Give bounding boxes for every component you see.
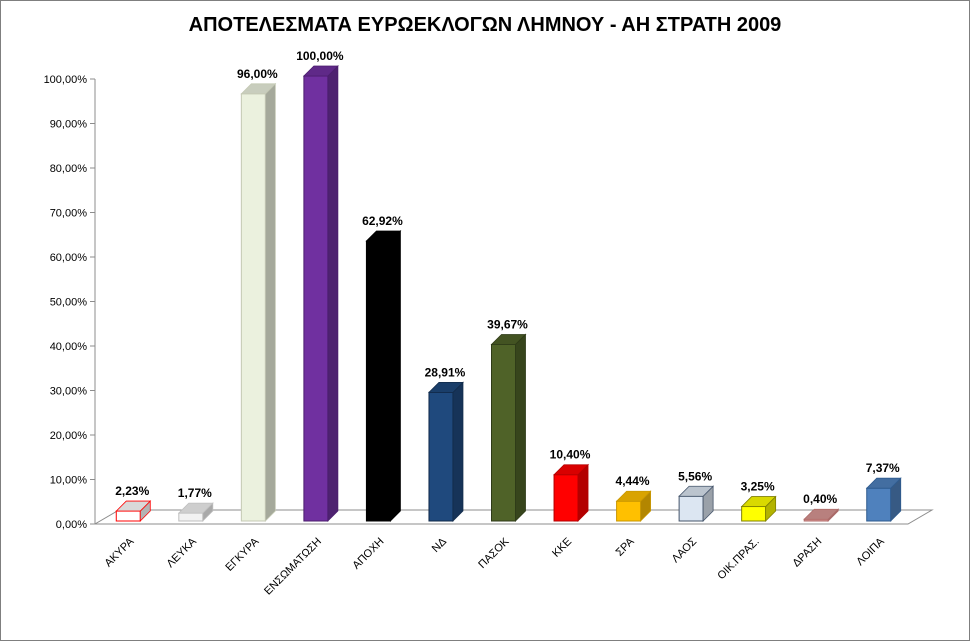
bar-side — [264, 82, 276, 522]
y-tick-label: 90,00% — [50, 119, 88, 131]
bar-side — [452, 381, 464, 522]
bar-top — [740, 496, 777, 507]
bar-top — [615, 490, 652, 502]
y-tick-label: 0,00% — [56, 519, 87, 531]
bar-front — [491, 343, 516, 522]
bar-top — [240, 83, 277, 95]
y-tick-label: 40,00% — [50, 341, 88, 353]
bar-top — [115, 500, 152, 512]
y-tick-label: 80,00% — [50, 163, 88, 175]
bar-top — [553, 464, 590, 476]
x-tick-label: ΛΑΟΣ — [670, 535, 700, 565]
bar-10 — [740, 495, 777, 522]
x-tick-label: ΛΕΥΚΑ — [164, 535, 199, 570]
bar-0 — [115, 500, 152, 522]
bar-front — [240, 93, 266, 522]
y-tick-label: 70,00% — [50, 208, 88, 220]
y-tick-label: 20,00% — [50, 430, 88, 442]
data-label: 10,40% — [550, 448, 591, 462]
data-label: 0,40% — [803, 492, 837, 506]
x-tick-label: ΔΡΑΣΗ — [790, 536, 824, 570]
bar-11 — [803, 508, 840, 522]
x-tick-label: ΟΙΚ.ΠΡΑΣ. — [715, 536, 761, 582]
y-tick-label: 10,00% — [50, 475, 88, 487]
bar-12 — [865, 477, 902, 522]
bar-front — [553, 474, 579, 522]
bar-side — [515, 333, 526, 522]
bar-front — [115, 510, 141, 522]
bar-7 — [553, 463, 590, 522]
bar-top — [427, 381, 464, 393]
x-tick-label: ΝΔ — [430, 535, 450, 555]
y-tick-label: 30,00% — [50, 386, 88, 398]
bar-3 — [302, 65, 339, 522]
y-tick-label: 60,00% — [50, 252, 88, 264]
x-tick-label: ΛΟΙΠΑ — [854, 535, 887, 568]
bar-2 — [240, 82, 277, 522]
x-tick-label: ΕΓΚΥΡΑ — [223, 535, 262, 574]
bar-top — [678, 485, 715, 497]
bar-front — [616, 500, 642, 522]
bar-6 — [490, 333, 527, 522]
x-tick-label: ΣΡΑ — [614, 535, 638, 559]
data-label: 28,91% — [425, 365, 466, 379]
bar-1 — [177, 502, 214, 522]
x-tick-label: ΚΚΕ — [550, 536, 574, 560]
data-label: 100,00% — [296, 49, 344, 63]
bar-top — [865, 477, 902, 489]
data-label: 5,56% — [678, 469, 712, 483]
bar-top — [803, 508, 840, 520]
bar-top — [490, 334, 527, 345]
y-tick-label: 100,00% — [44, 74, 88, 86]
x-tick-label: ΑΠΟΧΗ — [350, 536, 386, 572]
data-label: 39,67% — [487, 317, 528, 331]
data-label: 62,92% — [362, 214, 403, 228]
bar-front — [365, 240, 391, 522]
bar-front — [678, 495, 704, 522]
bar-top — [365, 230, 402, 242]
x-tick-label: ΑΚΥΡΑ — [103, 535, 137, 569]
bar-side — [390, 230, 401, 522]
bar-front — [741, 506, 767, 522]
bar-top — [177, 502, 214, 514]
y-tick-label: 50,00% — [50, 297, 88, 309]
bar-9 — [678, 485, 715, 522]
data-label: 7,37% — [866, 461, 900, 475]
x-tick-label: ΕΝΣΩΜΑΤΩΣΗ — [262, 536, 324, 598]
bar-front — [178, 512, 204, 522]
bar-front — [428, 391, 454, 522]
chart-title: ΑΠΟΤΕΛΕΣΜΑΤΑ ΕΥΡΩΕΚΛΟΓΩΝ ΛΗΜΝΟΥ - ΑΗ ΣΤΡ… — [188, 14, 782, 36]
data-label: 3,25% — [741, 480, 775, 494]
bar-front — [303, 75, 329, 522]
data-label: 96,00% — [237, 67, 278, 81]
bar-top — [302, 65, 339, 77]
bar-4 — [365, 230, 402, 522]
bar-5 — [427, 381, 464, 522]
data-label: 1,77% — [178, 486, 212, 500]
data-label: 4,44% — [616, 474, 650, 488]
bar-front — [866, 487, 892, 522]
bar-8 — [615, 490, 652, 522]
data-label: 2,23% — [115, 484, 149, 498]
x-tick-label: ΠΑΣΟΚ — [476, 535, 512, 571]
bar-side — [327, 65, 339, 522]
